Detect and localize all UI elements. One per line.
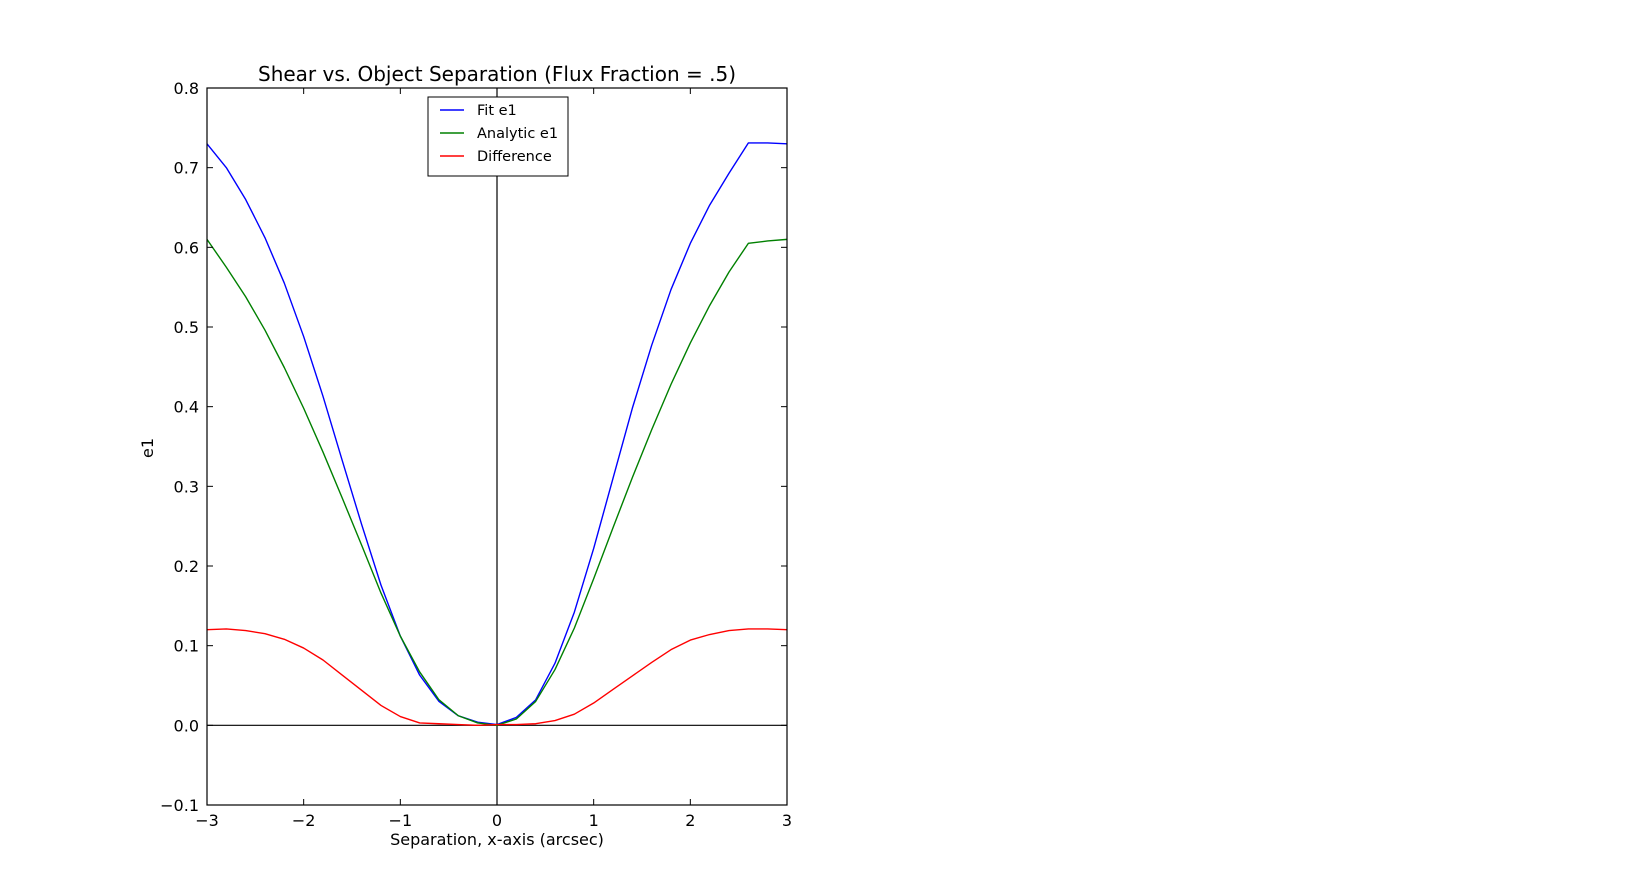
chart-title: Shear vs. Object Separation (Flux Fracti… [258, 62, 736, 86]
legend-label: Fit e1 [477, 103, 517, 119]
y-tick-label: −0.1 [160, 796, 199, 815]
y-tick-label: 0.8 [174, 79, 199, 98]
y-tick-label: 0.0 [174, 716, 199, 735]
x-tick-label: 3 [782, 811, 792, 830]
y-tick-label: 0.7 [174, 159, 199, 178]
legend-label: Difference [477, 149, 552, 165]
x-tick-label: −1 [389, 811, 413, 830]
y-tick-label: 0.6 [174, 238, 199, 257]
x-tick-label: 1 [589, 811, 599, 830]
x-tick-label: 2 [685, 811, 695, 830]
y-tick-label: 0.5 [174, 318, 199, 337]
x-tick-label: −3 [195, 811, 219, 830]
series-line-analytic-e1 [206, 238, 788, 727]
legend-label: Analytic e1 [477, 126, 558, 142]
y-tick-label: 0.3 [174, 477, 199, 496]
y-tick-label: 0.2 [174, 557, 199, 576]
plot-area: −3 −2 −1 0 1 2 3 −0.1 0.0 0.1 0.2 0.3 0.4 0.5 0.6 0.7 0.… [160, 79, 792, 830]
legend: Fit e1 Analytic e1 Difference [427, 96, 569, 177]
x-tick-label: −2 [292, 811, 316, 830]
series-line-difference [206, 628, 788, 727]
y-axis-label: e1 [138, 438, 157, 458]
y-tick-label: 0.4 [174, 398, 199, 417]
x-tick-label: 0 [492, 811, 502, 830]
y-tick-label: 0.1 [174, 637, 199, 656]
x-axis-label: Separation, x-axis (arcsec) [390, 830, 604, 849]
